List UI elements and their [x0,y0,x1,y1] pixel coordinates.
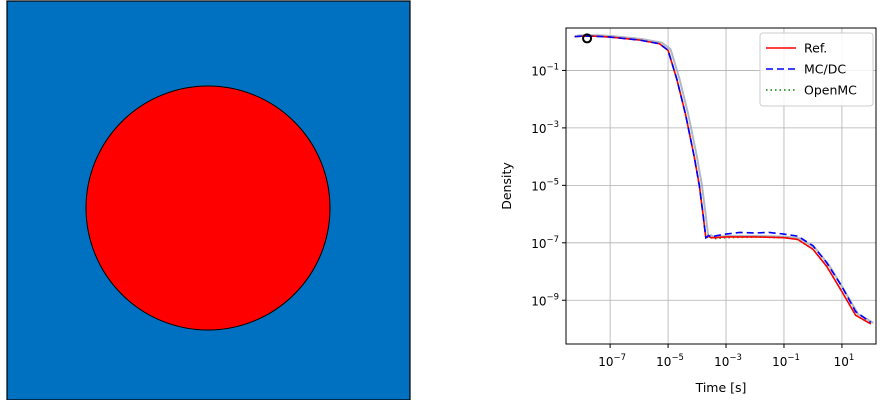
geometry-panel [0,0,420,401]
series-line-mc-dc [574,35,872,324]
y-tick-label: 10−9 [531,292,559,308]
plot-frame [565,27,877,345]
density-chart-panel: 10−7 10−5 10−3 10−1 101 10−1 10−3 10−5 10−7 10−9… [480,0,886,400]
geometry-circle [85,85,331,331]
legend-label: MC/DC [804,62,846,77]
x-axis-label: Time [s] [695,380,747,395]
y-axis-ticks: 10−1 10−3 10−5 10−7 10−9 [531,62,566,308]
y-axis-label: Density [499,162,514,210]
density-chart: 10−7 10−5 10−3 10−1 101 10−1 10−3 10−5 10−7 10−9… [499,27,877,395]
x-tick-label: 10−1 [772,353,800,369]
legend-label: OpenMC [804,83,857,98]
y-tick-label: 10−3 [531,120,559,136]
start-marker-layer [582,33,593,44]
start-marker [582,33,593,44]
x-tick-label: 10−7 [598,353,626,369]
legend-label: Ref. [804,41,827,56]
y-tick-label: 10−7 [531,235,559,251]
legend-box [759,32,874,107]
y-tick-label: 10−5 [531,177,559,193]
series-lines [574,34,874,325]
x-tick-label: 101 [834,353,855,369]
legend: Ref. MC/DC OpenMC [759,32,874,107]
x-tick-label: 10−5 [656,353,684,369]
x-tick-label: 10−3 [714,353,742,369]
geometry-plot [6,0,411,401]
x-axis-ticks: 10−7 10−5 10−3 10−1 101 [598,344,854,369]
y-tick-label: 10−1 [531,62,559,78]
